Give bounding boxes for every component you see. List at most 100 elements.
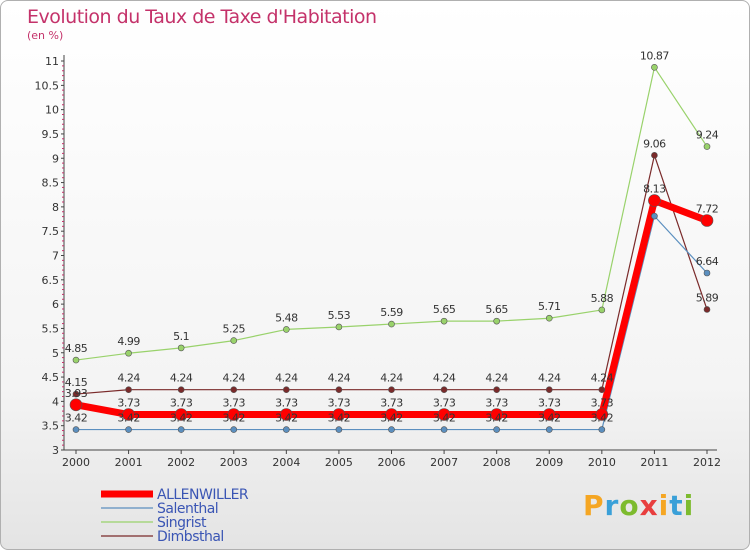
y-tick-label: 11 <box>45 55 59 68</box>
data-point <box>388 320 395 328</box>
chart-title: Evolution du Taux de Taxe d'Habitation <box>27 6 377 28</box>
data-label: 4.24 <box>485 372 508 385</box>
data-point <box>174 408 188 421</box>
x-tick-label: 2000 <box>62 456 90 469</box>
data-point <box>283 386 290 394</box>
data-label: 4.24 <box>117 372 140 385</box>
data-label: 3.73 <box>328 397 351 410</box>
data-point <box>283 326 290 333</box>
logo-letter: r <box>604 489 620 522</box>
data-label: 3.42 <box>223 412 246 425</box>
data-point <box>335 386 343 394</box>
legend-label: ALLENWILLER <box>157 487 249 503</box>
data-label: 5.59 <box>380 306 403 319</box>
x-tick-label: 2011 <box>640 456 668 469</box>
y-tick-label: 5 <box>52 347 59 360</box>
data-point <box>230 426 238 433</box>
data-label: 4.24 <box>433 372 456 385</box>
x-tick-label: 2008 <box>483 456 511 469</box>
data-label: 5.53 <box>328 309 351 322</box>
x-tick-label: 2001 <box>115 456 143 469</box>
x-tick-label: 2004 <box>272 456 300 469</box>
data-label: 9.06 <box>643 137 666 150</box>
data-label: 5.88 <box>591 292 614 305</box>
y-tick-label: 4 <box>52 395 59 408</box>
data-point <box>493 386 500 394</box>
legend-label: Dimbsthal <box>157 529 224 545</box>
data-label: 5.48 <box>275 311 298 324</box>
logo-letter: i <box>658 489 670 522</box>
data-label: 4.24 <box>328 372 351 385</box>
data-point <box>651 64 658 71</box>
data-label: 4.15 <box>65 376 88 389</box>
data-point <box>230 337 238 344</box>
y-tick-label: 3.5 <box>42 420 60 433</box>
data-label: 3.42 <box>380 412 403 425</box>
data-point <box>545 426 553 433</box>
data-label: 5.89 <box>696 291 719 304</box>
data-label: 3.42 <box>65 412 88 425</box>
x-tick-label: 2009 <box>535 456 563 469</box>
data-label: 3.73 <box>117 397 140 410</box>
data-label: 3.42 <box>433 412 456 425</box>
data-label: 3.93 <box>65 387 88 400</box>
data-label: 4.85 <box>65 342 88 355</box>
x-tick-label: 2006 <box>378 456 406 469</box>
data-point <box>283 426 290 433</box>
data-point <box>388 426 395 433</box>
data-label: 3.73 <box>591 397 614 410</box>
data-label: 10.87 <box>640 49 669 62</box>
data-point <box>493 317 500 325</box>
data-label: 3.42 <box>591 412 614 425</box>
y-tick-label: 3 <box>52 444 59 457</box>
data-label: 3.42 <box>117 412 140 425</box>
data-point <box>125 426 132 433</box>
data-point <box>122 408 135 421</box>
data-label: 5.65 <box>433 303 456 316</box>
y-tick-label: 9.5 <box>42 128 60 141</box>
x-tick-label: 2002 <box>167 456 195 469</box>
data-point <box>440 386 448 394</box>
data-point <box>125 349 132 357</box>
chart-unit: (en %) <box>27 29 64 42</box>
data-point <box>332 408 346 421</box>
data-point <box>177 386 185 394</box>
logo-letter: i <box>683 489 695 522</box>
x-tick-label: 2005 <box>325 456 353 469</box>
data-point <box>72 426 80 433</box>
data-label: 4.24 <box>275 372 298 385</box>
data-point <box>493 426 500 433</box>
logo-letter: t <box>669 489 684 522</box>
y-tick-label: 10 <box>45 104 59 117</box>
data-point <box>598 306 606 314</box>
x-tick-label: 2007 <box>430 456 458 469</box>
data-point <box>440 426 448 433</box>
data-label: 3.42 <box>275 412 298 425</box>
data-point <box>227 408 241 421</box>
data-point <box>595 408 609 421</box>
data-label: 3.42 <box>538 412 561 425</box>
data-point <box>545 386 553 394</box>
data-point <box>177 426 185 433</box>
data-label: 5.71 <box>538 300 561 313</box>
data-label: 4.24 <box>591 372 614 385</box>
proxiti-logo: Proxiti <box>583 489 694 522</box>
x-tick-label: 2003 <box>220 456 248 469</box>
data-point <box>335 426 343 433</box>
data-point <box>651 212 658 220</box>
y-tick-label: 7.5 <box>42 225 60 238</box>
y-tick-label: 7 <box>52 250 59 263</box>
data-label: 3.73 <box>223 397 246 410</box>
data-point <box>385 408 398 421</box>
data-label: 3.73 <box>485 397 508 410</box>
x-tick-label: 2010 <box>588 456 616 469</box>
data-point <box>177 344 185 352</box>
y-tick-label: 6.5 <box>42 274 60 287</box>
y-tick-label: 10.5 <box>35 79 60 92</box>
y-tick-label: 8 <box>52 201 59 214</box>
data-point <box>440 317 448 325</box>
data-point <box>598 386 606 394</box>
data-point <box>700 214 714 227</box>
